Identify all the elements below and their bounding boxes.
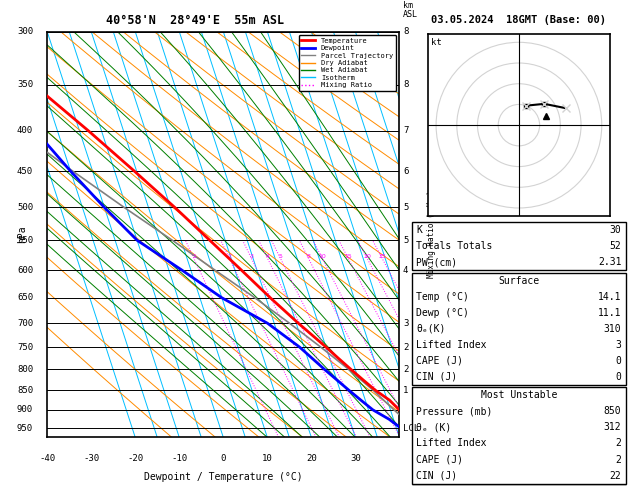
Text: 4: 4: [403, 266, 408, 275]
Text: 3: 3: [403, 319, 408, 328]
Text: 15: 15: [345, 254, 352, 259]
Text: 14.1: 14.1: [598, 292, 621, 302]
Text: 2: 2: [403, 343, 408, 351]
Text: 2: 2: [616, 454, 621, 465]
Text: 6: 6: [403, 167, 408, 176]
Text: Dewpoint / Temperature (°C): Dewpoint / Temperature (°C): [144, 472, 303, 482]
Text: 550: 550: [17, 236, 33, 245]
Text: 0: 0: [616, 356, 621, 366]
Text: LCL: LCL: [403, 424, 419, 433]
Text: 3: 3: [616, 340, 621, 350]
Text: 650: 650: [17, 293, 33, 302]
Text: CAPE (J): CAPE (J): [416, 356, 464, 366]
Text: θₑ (K): θₑ (K): [416, 422, 452, 433]
Legend: Temperature, Dewpoint, Parcel Trajectory, Dry Adiabat, Wet Adiabat, Isotherm, Mi: Temperature, Dewpoint, Parcel Trajectory…: [299, 35, 396, 91]
Text: 40°58'N  28°49'E  55m ASL: 40°58'N 28°49'E 55m ASL: [106, 14, 284, 27]
Text: Lifted Index: Lifted Index: [416, 340, 487, 350]
Text: Dewp (°C): Dewp (°C): [416, 308, 469, 318]
Text: Mixing Ratio (g/kg): Mixing Ratio (g/kg): [426, 191, 436, 278]
Text: Temp (°C): Temp (°C): [416, 292, 469, 302]
Text: 5: 5: [279, 254, 282, 259]
Text: 2: 2: [228, 254, 231, 259]
Text: 1: 1: [403, 386, 408, 395]
Text: 8: 8: [307, 254, 311, 259]
Text: θₑ(K): θₑ(K): [416, 324, 446, 334]
Text: 700: 700: [17, 319, 33, 328]
Text: 03.05.2024  18GMT (Base: 00): 03.05.2024 18GMT (Base: 00): [431, 15, 606, 25]
Text: 1: 1: [192, 254, 196, 259]
Text: 350: 350: [17, 80, 33, 89]
Text: 30: 30: [350, 453, 361, 463]
Text: PW (cm): PW (cm): [416, 257, 457, 267]
Text: 2: 2: [403, 365, 408, 374]
Text: kt: kt: [431, 38, 442, 47]
Text: 52: 52: [610, 241, 621, 251]
Text: 22: 22: [610, 470, 621, 481]
Text: 600: 600: [17, 266, 33, 275]
Text: 2: 2: [616, 438, 621, 449]
Text: 800: 800: [17, 365, 33, 374]
Text: CIN (J): CIN (J): [416, 372, 457, 382]
Text: Surface: Surface: [498, 276, 540, 286]
Text: 3: 3: [250, 254, 253, 259]
Text: 450: 450: [17, 167, 33, 176]
Text: 0: 0: [616, 372, 621, 382]
Text: 8: 8: [403, 27, 408, 36]
Text: 950: 950: [17, 424, 33, 433]
Text: 500: 500: [17, 203, 33, 212]
Text: hPa: hPa: [18, 226, 28, 243]
Text: CIN (J): CIN (J): [416, 470, 457, 481]
Text: 900: 900: [17, 405, 33, 415]
Text: 11.1: 11.1: [598, 308, 621, 318]
Text: 10: 10: [318, 254, 326, 259]
Text: km
ASL: km ASL: [403, 1, 418, 19]
Text: 850: 850: [604, 406, 621, 417]
Text: 4: 4: [265, 254, 270, 259]
Text: 0: 0: [221, 453, 226, 463]
Text: 5: 5: [403, 203, 408, 212]
Text: 310: 310: [604, 324, 621, 334]
Text: CAPE (J): CAPE (J): [416, 454, 464, 465]
Text: 312: 312: [604, 422, 621, 433]
Text: 300: 300: [17, 27, 33, 36]
Text: 8: 8: [403, 80, 408, 89]
Text: Most Unstable: Most Unstable: [481, 390, 557, 400]
Text: -10: -10: [171, 453, 187, 463]
Text: 20: 20: [306, 453, 317, 463]
Text: 400: 400: [17, 126, 33, 135]
Text: 750: 750: [17, 343, 33, 351]
Text: Lifted Index: Lifted Index: [416, 438, 487, 449]
Text: 7: 7: [403, 126, 408, 135]
Text: 20: 20: [364, 254, 371, 259]
Text: 25: 25: [378, 254, 386, 259]
Text: 30: 30: [610, 225, 621, 235]
Text: 10: 10: [262, 453, 273, 463]
Text: 5: 5: [403, 236, 408, 245]
Text: 2.31: 2.31: [598, 257, 621, 267]
Text: Totals Totals: Totals Totals: [416, 241, 493, 251]
Text: -40: -40: [39, 453, 55, 463]
Text: K: K: [416, 225, 422, 235]
Text: Pressure (mb): Pressure (mb): [416, 406, 493, 417]
Text: -30: -30: [83, 453, 99, 463]
Text: 850: 850: [17, 386, 33, 395]
Text: -20: -20: [127, 453, 143, 463]
